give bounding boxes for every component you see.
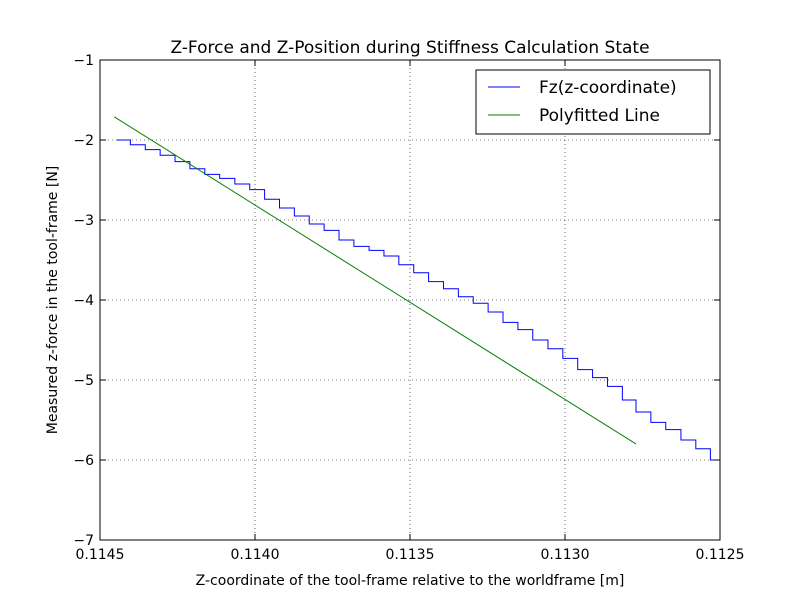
series-line-fz xyxy=(116,139,718,461)
legend-frame xyxy=(475,69,711,135)
x-tick-label: 0.1125 xyxy=(696,547,745,563)
y-tick-label: −6 xyxy=(73,453,94,469)
y-tick-label: −7 xyxy=(73,533,94,549)
y-tick-label: −2 xyxy=(73,133,94,149)
y-axis-title: Measured z-force in the tool-frame [N] xyxy=(45,166,61,435)
legend-label-fz: Fz(z-coordinate) xyxy=(539,78,677,98)
y-tick-label: −1 xyxy=(73,53,94,69)
chart-title: Z-Force and Z-Position during Stiffness … xyxy=(170,38,649,58)
plot-area xyxy=(113,116,718,461)
y-tick-label: −5 xyxy=(73,373,94,389)
x-tick-label: 0.1145 xyxy=(76,547,125,563)
x-axis: 0.1145 0.1140 0.1135 0.1130 0.1125 xyxy=(76,60,745,563)
y-axis: −1 −2 −3 −4 −5 −6 −7 xyxy=(73,53,720,549)
x-tick-label: 0.1130 xyxy=(541,547,590,563)
x-tick-label: 0.1140 xyxy=(231,547,280,563)
series-line-polyfit xyxy=(113,116,637,445)
legend-label-polyfit: Polyfitted Line xyxy=(539,106,660,126)
x-tick-label: 0.1135 xyxy=(386,547,435,563)
y-tick-label: −4 xyxy=(73,293,94,309)
legend: Fz(z-coordinate) Polyfitted Line xyxy=(475,69,711,135)
y-tick-label: −3 xyxy=(73,213,94,229)
x-axis-title: Z-coordinate of the tool-frame relative … xyxy=(196,573,625,589)
